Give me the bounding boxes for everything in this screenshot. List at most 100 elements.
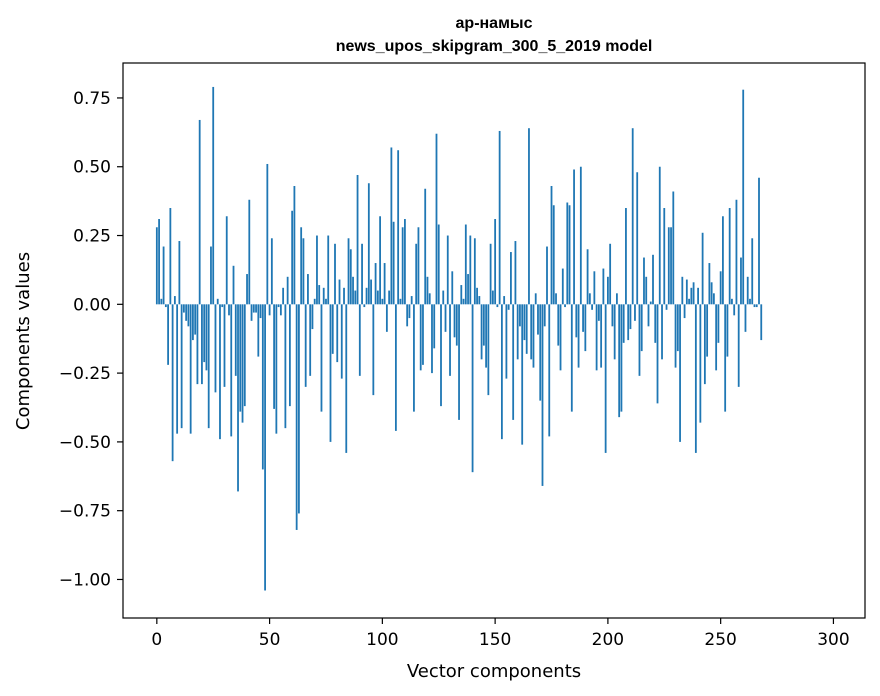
x-axis: 0 50 100 150 200 250 300 [151,618,850,650]
bar-211 [631,128,634,305]
bar-210 [629,304,632,330]
bar-19 [198,119,201,305]
bar-172 [543,304,546,327]
bar-159 [514,241,517,305]
bar-267 [758,177,760,305]
bar-180 [561,268,564,305]
bar-234 [683,304,686,319]
bar-143 [478,296,481,305]
bar-186 [575,304,578,338]
bar-102 [385,304,388,332]
bar-125 [437,224,440,305]
y-tick-label: 0.25 [73,227,111,247]
bar-150 [494,219,497,305]
bar-36 [237,304,239,492]
bar-76 [327,235,330,305]
bar-161 [519,304,521,327]
bar-111 [406,304,409,327]
x-tick-label: 250 [704,630,736,650]
chart-title: ар-намыс [456,15,533,32]
bar-92 [363,304,366,308]
bar-250 [719,271,722,305]
bar-175 [550,186,553,305]
bar-107 [397,150,400,305]
y-tick-label: 0.75 [73,89,111,109]
bar-116 [417,227,420,305]
bar-24 [210,246,212,305]
bar-62 [295,304,298,530]
bar-series [155,86,763,591]
bar-80 [336,304,339,363]
bar-220 [652,254,654,305]
bar-219 [649,301,652,305]
bar-233 [681,276,684,305]
bar-26 [214,304,217,393]
bar-262 [746,276,749,305]
bar-109 [401,227,404,305]
bar-145 [482,304,485,346]
bar-49 [266,163,269,305]
bar-241 [699,304,702,423]
x-tick-label: 100 [366,630,398,650]
bar-176 [552,205,555,305]
bar-0 [155,227,158,305]
bar-13 [185,304,188,321]
bar-66 [304,304,307,387]
bar-216 [643,257,645,305]
bar-200 [606,276,609,305]
bar-12 [182,304,185,313]
bar-22 [205,304,208,371]
bar-54 [277,304,280,308]
y-tick-label: −1.00 [59,570,111,590]
bar-154 [503,296,506,305]
bar-63 [298,304,300,514]
bar-110 [404,219,406,305]
bar-70 [313,298,316,305]
bar-184 [570,304,573,412]
bar-266 [755,304,758,308]
x-tick-label: 300 [817,630,849,650]
bar-215 [640,304,643,352]
plot-frame [122,62,866,619]
bar-245 [708,263,711,305]
bar-246 [710,282,713,305]
bar-83 [343,287,345,305]
bar-165 [528,128,530,305]
bar-207 [622,304,625,343]
bar-1 [158,219,160,305]
bar-203 [613,304,616,360]
bar-157 [510,252,512,305]
bar-171 [541,304,544,486]
bar-151 [496,304,499,308]
bar-167 [532,304,535,368]
bar-260 [742,89,745,305]
bar-212 [634,304,636,321]
bar-59 [288,304,291,407]
bar-74 [322,287,325,305]
bar-232 [679,304,681,442]
chart-subtitle: news_upos_skipgram_300_5_2019 model [336,38,653,55]
bar-251 [722,216,724,305]
bar-101 [383,263,386,305]
bar-249 [717,304,720,343]
bar-73 [320,304,323,412]
bar-65 [302,238,305,305]
bar-67 [307,274,309,305]
bar-4 [164,304,167,308]
bar-90 [358,304,361,376]
bar-264 [751,238,754,305]
y-tick-label: 0.00 [73,295,111,315]
bar-114 [413,304,415,412]
bar-228 [670,227,672,305]
bar-163 [523,304,526,341]
bar-195 [595,304,598,371]
bar-235 [685,279,688,305]
bar-8 [173,296,176,305]
bar-155 [505,304,508,379]
bar-58 [286,276,289,305]
y-tick-label: −0.50 [59,433,111,453]
bar-208 [625,208,627,305]
bar-32 [228,304,230,316]
bar-128 [444,304,447,332]
